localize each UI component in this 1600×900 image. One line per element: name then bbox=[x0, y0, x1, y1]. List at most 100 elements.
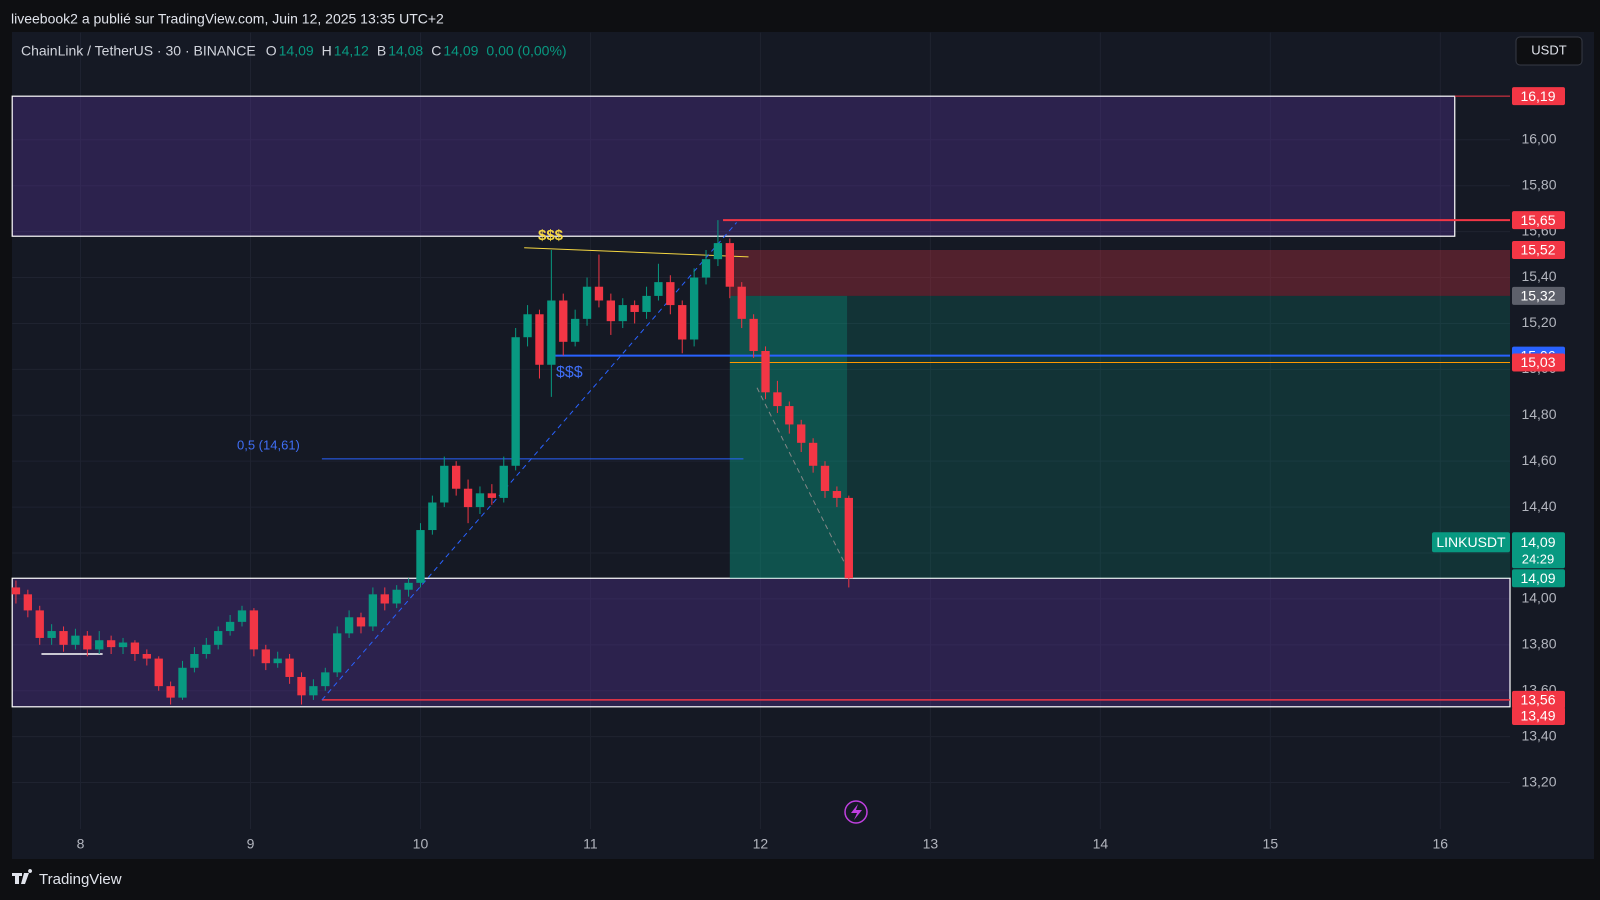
brand: TradingView bbox=[39, 871, 122, 888]
candle-body bbox=[689, 277, 699, 340]
candle-body bbox=[785, 406, 794, 425]
y-tick-label: 16,00 bbox=[1521, 131, 1556, 147]
zone bbox=[729, 295, 848, 579]
candle-body bbox=[35, 610, 44, 638]
ohlc-key: B bbox=[377, 43, 386, 59]
price-badge-label: 16,19 bbox=[1520, 88, 1555, 104]
price-badge bbox=[1512, 353, 1565, 372]
ohlc-key: H bbox=[322, 43, 332, 59]
price-badge bbox=[1512, 706, 1565, 725]
candle-body bbox=[47, 631, 56, 638]
y-tick-label: 14,60 bbox=[1521, 452, 1556, 468]
candle-body bbox=[713, 243, 723, 260]
candle-body bbox=[83, 635, 92, 650]
annotation: 0,5 (14,61) bbox=[237, 437, 300, 452]
candle-body bbox=[678, 305, 687, 340]
candle-body bbox=[202, 644, 211, 655]
candle-body bbox=[749, 318, 758, 351]
candle-body bbox=[71, 635, 80, 645]
candle-body bbox=[725, 243, 734, 287]
candle-body bbox=[285, 658, 294, 677]
candle-body bbox=[797, 424, 806, 443]
candle-body bbox=[773, 392, 782, 407]
candle-body bbox=[225, 621, 235, 632]
candle-body bbox=[666, 282, 675, 306]
y-tick-label: 14,00 bbox=[1521, 590, 1556, 606]
candle-body bbox=[118, 642, 128, 648]
candle-body bbox=[59, 631, 68, 645]
candle-body bbox=[570, 318, 580, 342]
candle-body bbox=[356, 617, 366, 627]
candle-body bbox=[166, 686, 175, 698]
x-tick-label: 16 bbox=[1433, 836, 1449, 852]
y-tick-label: 14,80 bbox=[1521, 406, 1556, 422]
published: liveebook2 a publié sur TradingView.com,… bbox=[11, 11, 444, 27]
symbol: ChainLink / TetherUS · 30 · BINANCE bbox=[21, 43, 256, 59]
candle-body bbox=[559, 300, 568, 342]
price-badge bbox=[1512, 211, 1565, 230]
lightning-icon[interactable] bbox=[844, 800, 868, 824]
candle-body bbox=[642, 295, 651, 312]
logo bbox=[12, 869, 33, 884]
candle-body bbox=[618, 305, 627, 322]
ohlc-value: 14,09 bbox=[443, 43, 478, 59]
x-tick-label: 15 bbox=[1263, 836, 1279, 852]
candle-body bbox=[380, 594, 389, 604]
candle-body bbox=[154, 658, 163, 687]
candle-body bbox=[273, 658, 282, 664]
x-tick-label: 9 bbox=[247, 836, 255, 852]
symbol-tag-label: LINKUSDT bbox=[1436, 534, 1506, 550]
candle-body bbox=[344, 617, 354, 634]
candle-body bbox=[11, 587, 21, 595]
candle-body bbox=[820, 465, 830, 492]
price-badge bbox=[1512, 569, 1565, 588]
candle-body bbox=[463, 488, 473, 508]
zone bbox=[11, 577, 1511, 708]
candle-body bbox=[606, 300, 616, 322]
lightning-glyph bbox=[851, 804, 862, 820]
zone bbox=[11, 95, 1456, 237]
plot-bg bbox=[12, 32, 1594, 859]
candle-body bbox=[594, 286, 604, 301]
zone bbox=[847, 295, 1510, 579]
candle-body bbox=[499, 465, 508, 498]
y-tick-label: 15,80 bbox=[1521, 176, 1556, 192]
candle-body bbox=[309, 686, 318, 696]
ohlc-value: 14,12 bbox=[334, 43, 369, 59]
drawing-line bbox=[524, 247, 749, 258]
ohlc-key: C bbox=[431, 43, 441, 59]
candle-body bbox=[832, 491, 842, 498]
x-tick-label: 14 bbox=[1093, 836, 1109, 852]
candle-body bbox=[142, 654, 151, 659]
ohlc-value: 14,08 bbox=[388, 43, 423, 59]
y-tick-label: 14,40 bbox=[1521, 498, 1556, 514]
price-badge-label: 14,09 bbox=[1520, 570, 1555, 586]
price-badge-label: 15,52 bbox=[1520, 242, 1555, 258]
candle-body bbox=[654, 282, 663, 296]
currency[interactable]: USDT bbox=[1531, 42, 1566, 57]
x-tick-label: 11 bbox=[583, 836, 598, 852]
legend: ChainLink / TetherUS · 30 · BINANCE O 14,0… bbox=[21, 43, 567, 59]
candle-body bbox=[23, 594, 33, 611]
price-badge-label: 15,03 bbox=[1520, 354, 1555, 370]
candle-body bbox=[582, 286, 592, 319]
drawing-line bbox=[321, 222, 738, 701]
price-badge bbox=[1512, 286, 1565, 305]
candle-body bbox=[511, 337, 520, 466]
y-tick-label: 13,40 bbox=[1521, 727, 1556, 743]
candle-body bbox=[261, 649, 270, 664]
currency-button[interactable] bbox=[1515, 36, 1583, 66]
candle-body bbox=[249, 610, 259, 650]
candle-body bbox=[452, 465, 461, 489]
candle-body bbox=[321, 672, 330, 687]
y-tick-label: 15,20 bbox=[1521, 314, 1556, 330]
candle-body bbox=[368, 594, 378, 627]
candle-body bbox=[523, 314, 532, 338]
x-tick-label: 12 bbox=[753, 836, 769, 852]
price-badge-label: 15,32 bbox=[1520, 288, 1555, 304]
price-badge bbox=[1512, 87, 1565, 106]
candle-body bbox=[475, 493, 485, 508]
x-tick-label: 8 bbox=[77, 836, 85, 852]
candle-body bbox=[404, 582, 413, 590]
